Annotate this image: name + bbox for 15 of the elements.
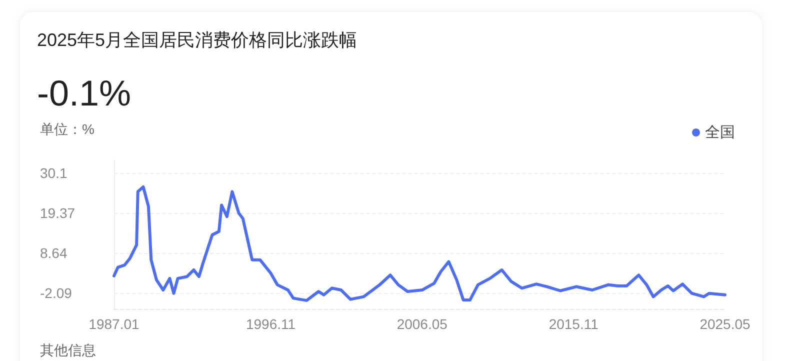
y-tick-label: 19.37: [40, 205, 76, 222]
y-tick-label: 30.1: [40, 165, 68, 182]
x-tick-label: 1987.01: [88, 316, 140, 332]
chart-subtitle: -0.1%: [37, 72, 132, 114]
y-tick-label: -2.09: [40, 284, 72, 301]
x-tick-label: 2025.05: [700, 316, 751, 332]
text: 其他信息: [40, 342, 96, 358]
x-tick-label: 2006.05: [396, 316, 448, 332]
line-series: [112, 185, 726, 302]
x-tick-label: 1996.11: [246, 316, 296, 332]
x-tick-label: 2015.11: [548, 316, 599, 332]
y-axis-title: 单位：%: [40, 121, 94, 137]
legend-label: 全国: [705, 124, 735, 141]
y-tick-label: 8.64: [40, 244, 68, 261]
chart-title: 2025年5月全国居民消费价格同比涨跌幅: [37, 30, 358, 50]
